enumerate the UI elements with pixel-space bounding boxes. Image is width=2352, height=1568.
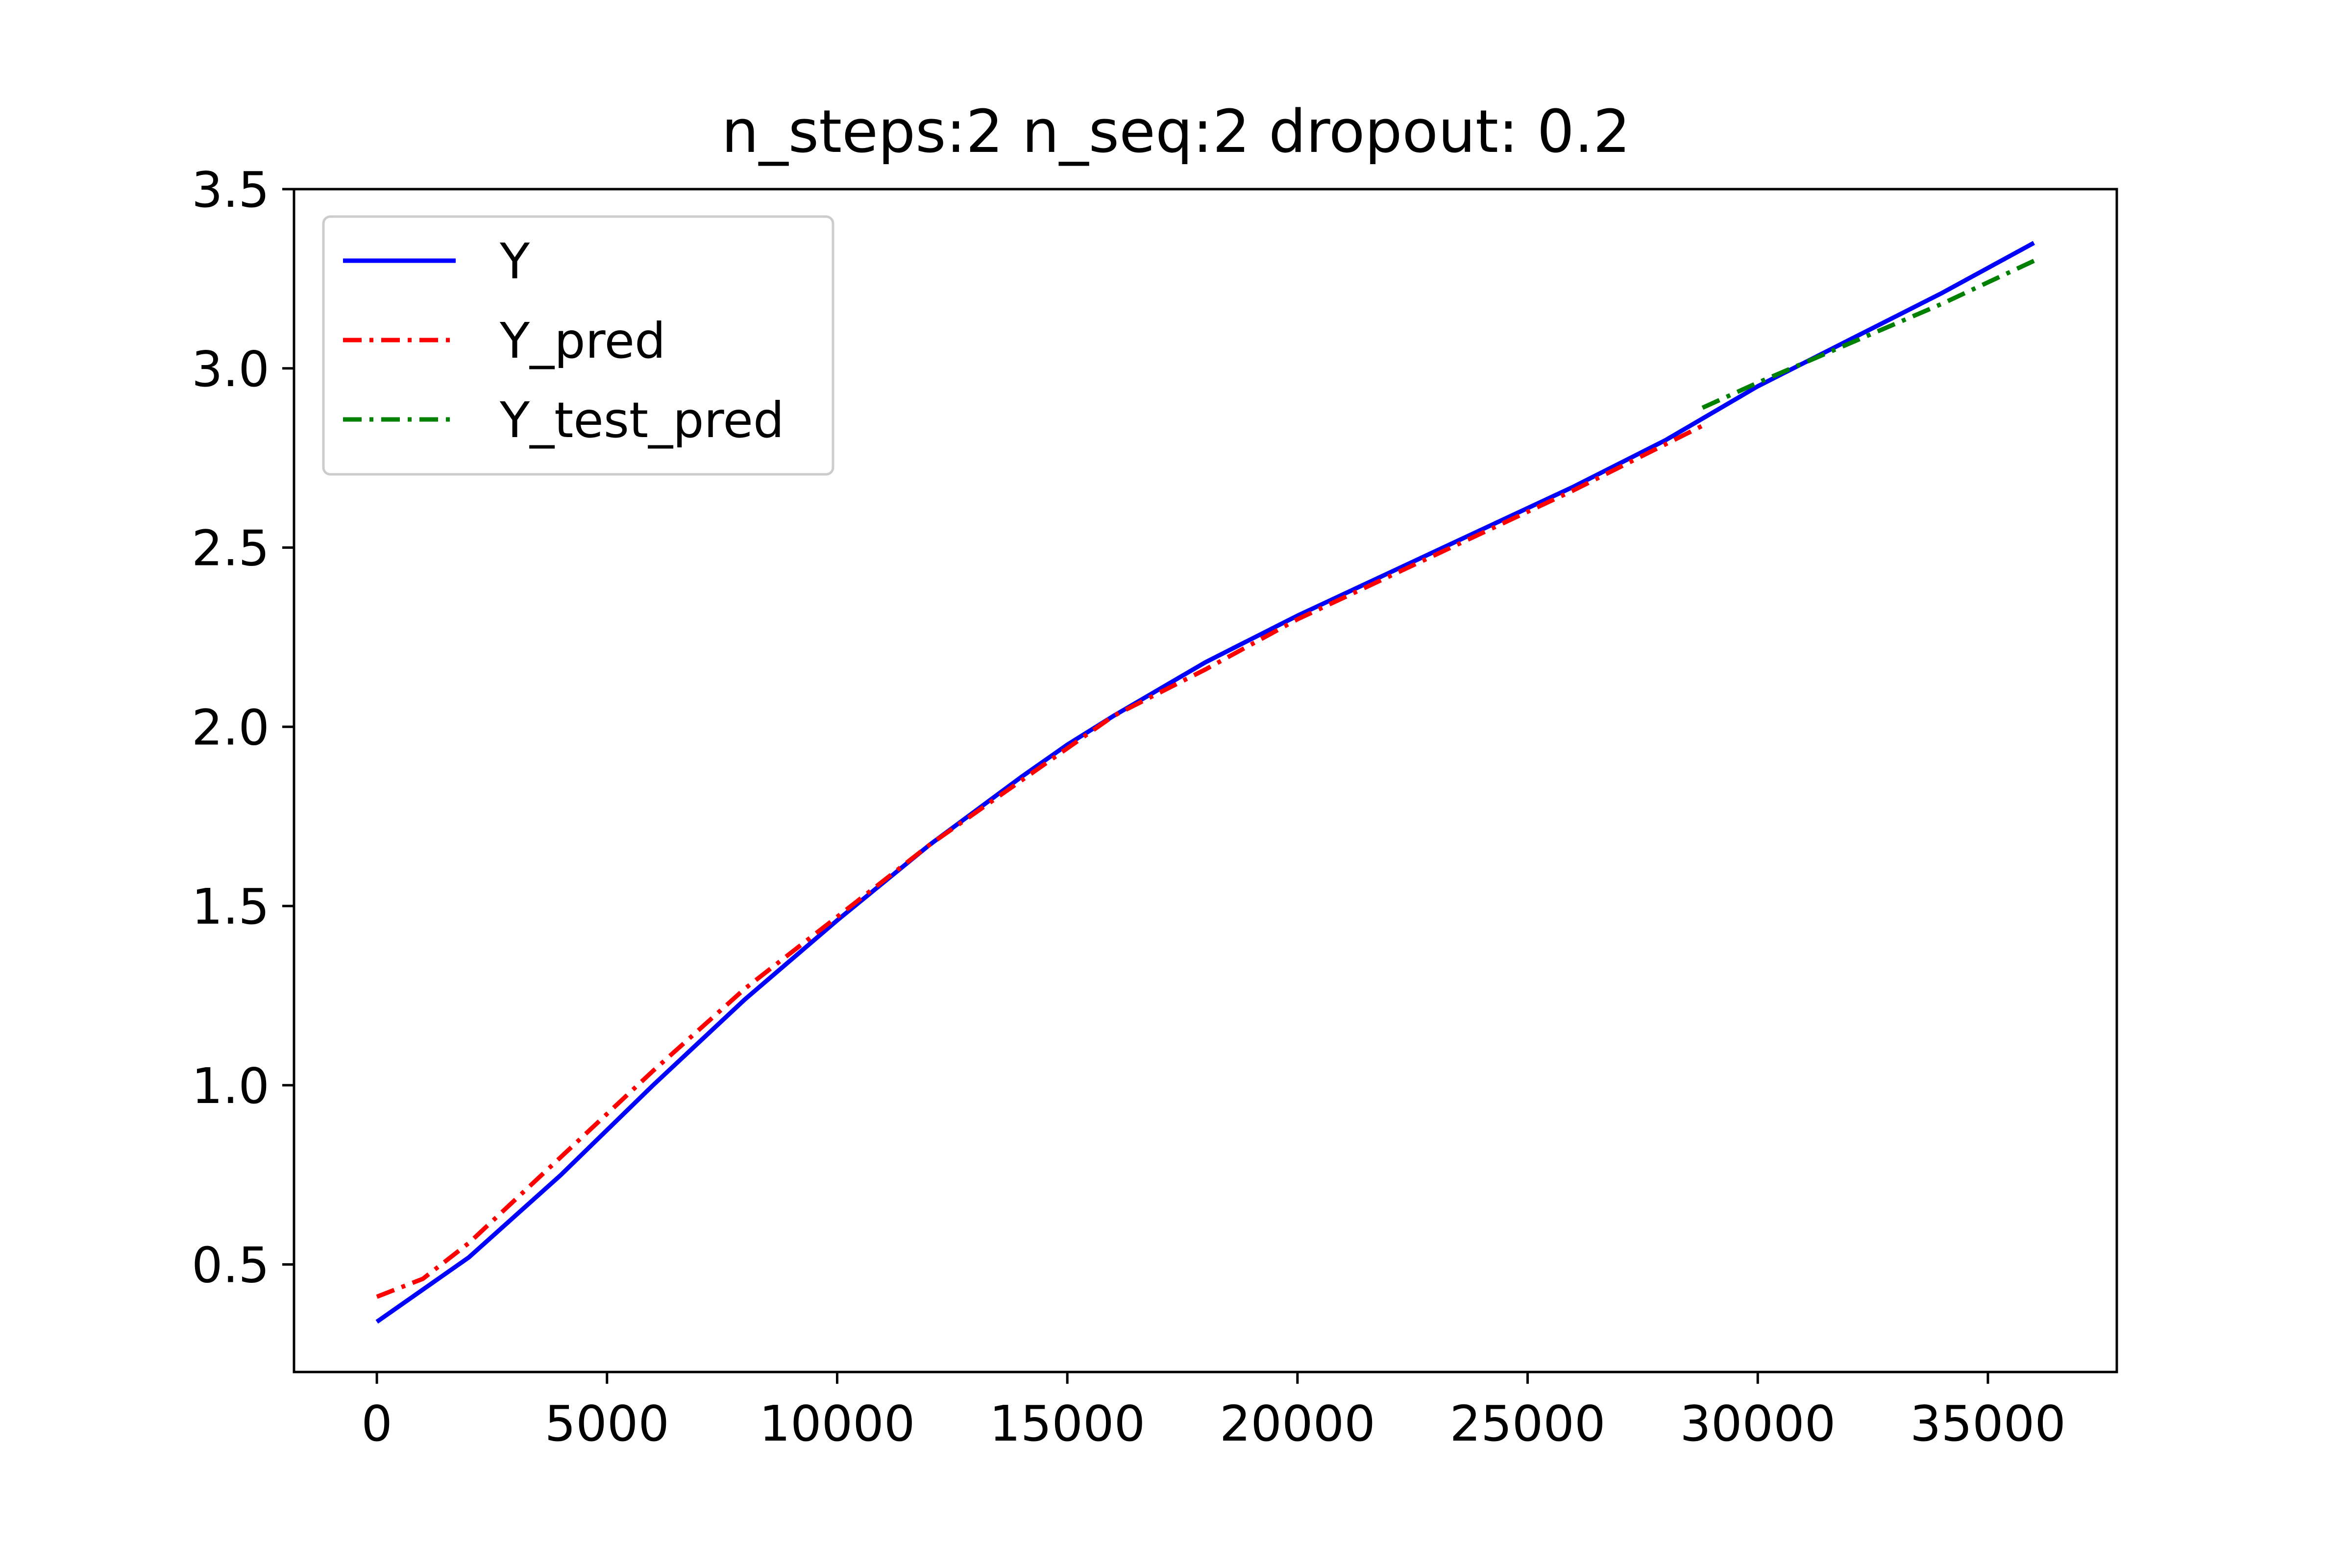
series-line-2: [1701, 259, 2035, 410]
x-tick-label: 10000: [759, 1395, 915, 1452]
y-tick-label: 3.5: [192, 161, 270, 219]
y-tick-label: 3.0: [192, 341, 270, 398]
legend-label-2: Y_test_pred: [499, 392, 784, 449]
x-tick-label: 5000: [545, 1395, 670, 1452]
y-tick-label: 2.0: [192, 699, 270, 756]
legend-label-1: Y_pred: [499, 312, 665, 369]
legend-label-0: Y: [499, 233, 530, 290]
x-tick-label: 15000: [989, 1395, 1145, 1452]
y-tick-label: 1.0: [192, 1057, 270, 1115]
y-tick-label: 2.5: [192, 520, 270, 577]
chart-title: n_steps:2 n_seq:2 dropout: 0.2: [722, 98, 1631, 166]
plot-frame: [293, 188, 2118, 1373]
x-tick-label: 0: [361, 1395, 392, 1452]
y-tick-label: 1.5: [192, 878, 270, 935]
x-tick-label: 30000: [1680, 1395, 1836, 1452]
x-tick-label: 35000: [1910, 1395, 2066, 1452]
series-line-0: [375, 241, 2035, 1324]
y-axis: 0.5 1.0 1.5 2.0 2.5 3.0 3.5: [192, 161, 294, 1294]
x-tick-label: 20000: [1220, 1395, 1375, 1452]
x-tick-label: 25000: [1450, 1395, 1606, 1452]
x-axis: 0 5000 10000 15000 20000 25000 30000 35000: [361, 1372, 2066, 1452]
y-tick-label: 0.5: [192, 1237, 270, 1294]
series-layer: [375, 241, 2035, 1324]
legend-box: [322, 215, 834, 476]
series-line-1: [376, 423, 1704, 1299]
legend: Y Y_pred Y_test_pred: [322, 215, 834, 476]
